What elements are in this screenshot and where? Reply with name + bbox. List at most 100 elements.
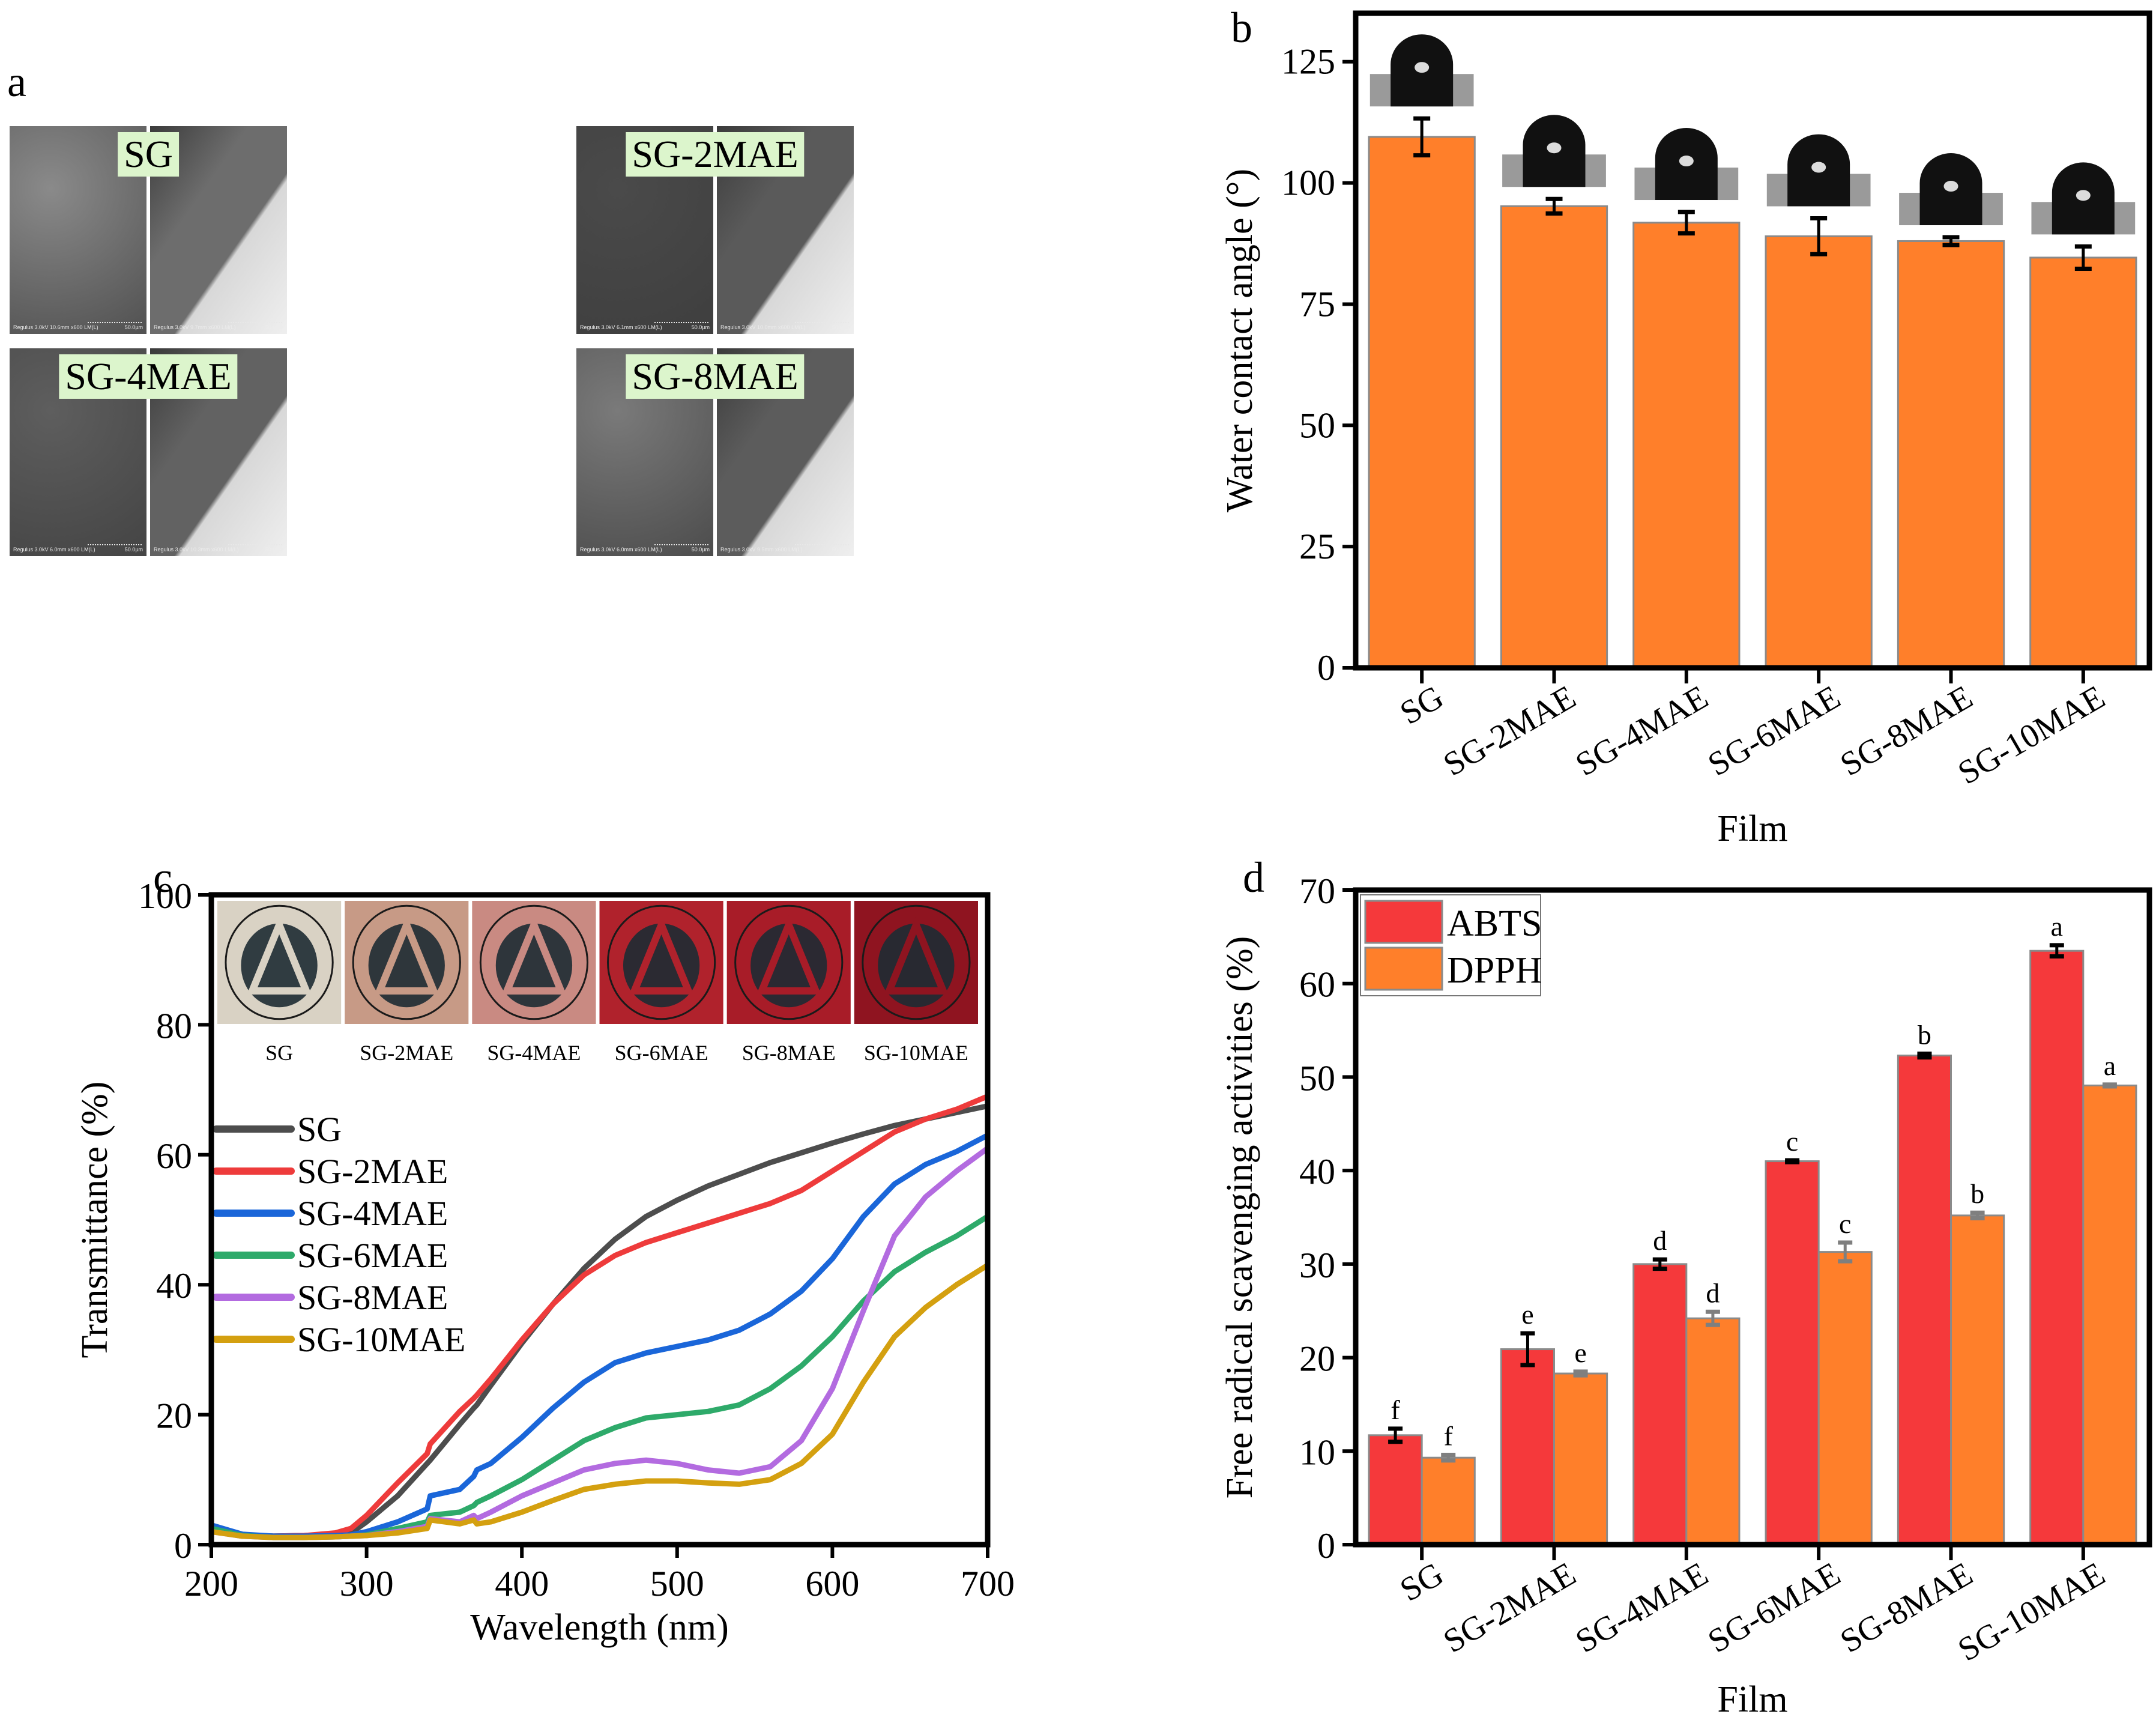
- sem-caption: Regulus 3.0kV 6.1mm x600 LM(L) 50.0µm: [580, 324, 710, 330]
- significance-letter: d: [1653, 1225, 1667, 1256]
- y-tick-label: 0: [174, 1526, 192, 1566]
- film-photo: [726, 901, 851, 1024]
- significance-letter: d: [1706, 1277, 1720, 1308]
- droplet-highlight: [1811, 162, 1826, 173]
- sem-instrument-text: Regulus 3.0kV 6.1mm x600 LM(L): [580, 324, 662, 330]
- film-photo: [599, 901, 723, 1024]
- panel-d-letter: d: [1243, 853, 1264, 901]
- sem-instrument-text: Regulus 3.0kV 9.7mm x600 LM(L): [154, 324, 236, 330]
- sem-scale-text: 50.0µm: [691, 324, 710, 330]
- sem-instrument-text: Regulus 3.0kV 10.3mm x600 LM(L): [154, 547, 239, 553]
- sem-instrument-text: Regulus 3.0kV 10.0mm x600 LM(L): [720, 324, 806, 330]
- y-tick-label: 0: [1317, 648, 1335, 688]
- x-tick-label: SG-10MAE: [1952, 1555, 2111, 1669]
- y-axis-title: Transmittance (%): [74, 1082, 115, 1358]
- x-tick-label: SG: [1394, 1555, 1450, 1609]
- sem-scale-bar: [654, 322, 708, 323]
- bar: [2029, 256, 2137, 669]
- significance-letter: c: [1786, 1126, 1798, 1157]
- sem-scale-text: 50.0µm: [124, 324, 143, 330]
- bar-dpph: [1685, 1317, 1741, 1546]
- sem-scale-bar: [88, 544, 142, 545]
- sem-caption: Regulus 3.0kV 9.5mm x600 LM(L) 50.0µm: [720, 547, 850, 553]
- y-tick-label: 60: [156, 1136, 192, 1176]
- film-photo: [854, 901, 978, 1024]
- x-tick-label: SG-2MAE: [1437, 679, 1582, 784]
- logo-triangle: [883, 915, 949, 995]
- sem-scale-text: 50.0µm: [265, 547, 283, 553]
- sem-tile: Regulus 3.0kV 6.0mm x600 LM(L) 50.0µm Regu…: [576, 348, 854, 556]
- y-tick-label: 75: [1299, 284, 1335, 324]
- chart-c-transmittance: cSG SG-2MAE SG-4MAE SG-6MAE SG-8MAE SG-10MAES…: [74, 853, 1015, 1648]
- bar-abts: [1897, 1055, 1952, 1546]
- sem-caption: Regulus 3.0kV 10.0mm x600 LM(L) 50.0µm: [720, 324, 850, 330]
- significance-letter: a: [2051, 911, 2063, 942]
- x-tick-label: 600: [805, 1564, 859, 1603]
- legend-swatch: [1364, 946, 1443, 991]
- x-tick-label: SG-6MAE: [1702, 679, 1846, 784]
- x-tick-label: SG-4MAE: [1569, 1555, 1714, 1661]
- significance-letter: f: [1444, 1421, 1454, 1452]
- legend-label: DPPH: [1447, 950, 1542, 991]
- x-tick-label: 500: [650, 1564, 704, 1603]
- x-tick-label: 200: [184, 1564, 238, 1603]
- legend-label: ABTS: [1447, 903, 1542, 944]
- sem-tile: Regulus 3.0kV 6.0mm x600 LM(L) 50.0µm Regu…: [10, 348, 287, 556]
- film-photo: [217, 901, 342, 1024]
- bar-dpph: [1817, 1251, 1873, 1546]
- sem-caption: Regulus 3.0kV 6.0mm x600 LM(L) 50.0µm: [13, 547, 143, 553]
- chart-b-water-contact-angle: bSGSG-2MAESG-4MAESG-6MAESG-8MAESG-10MAE0…: [1219, 4, 2152, 849]
- sem-tile: Regulus 3.0kV 10.6mm x600 LM(L) 50.0µm Reg…: [10, 126, 287, 334]
- sem-scale-bar: [88, 322, 142, 323]
- x-tick-label: SG-10MAE: [1952, 679, 2111, 792]
- legend-label: SG-4MAE: [297, 1194, 448, 1233]
- sem-scale-bar: [654, 544, 708, 545]
- sem-tile: Regulus 3.0kV 6.1mm x600 LM(L) 50.0µm Regu…: [576, 126, 854, 334]
- legend-label: SG-6MAE: [297, 1236, 448, 1275]
- bar: [1765, 235, 1873, 669]
- sem-caption: Regulus 3.0kV 10.6mm x600 LM(L) 50.0µm: [13, 324, 143, 330]
- logo-triangle: [374, 915, 439, 995]
- y-tick-label: 30: [1299, 1246, 1335, 1285]
- sem-sample-label: SG-4MAE: [59, 354, 238, 399]
- significance-letter: a: [2104, 1050, 2116, 1081]
- x-tick-label: 400: [495, 1564, 549, 1603]
- logo-triangle: [756, 915, 821, 995]
- y-tick-label: 0: [1317, 1526, 1335, 1566]
- logo-triangle: [629, 915, 694, 995]
- droplet-highlight: [1415, 62, 1430, 73]
- y-tick-label: 40: [1299, 1152, 1335, 1192]
- sem-scale-text: 50.0µm: [124, 547, 143, 553]
- sem-scale-bar: [795, 322, 849, 323]
- logo-ring: [606, 904, 716, 1020]
- bar-dpph: [1950, 1214, 2005, 1546]
- y-tick-label: 60: [1299, 965, 1335, 1005]
- droplet-image: [1634, 128, 1739, 201]
- logo-triangle: [501, 915, 567, 995]
- sem-caption: Regulus 3.0kV 6.0mm x600 LM(L) 50.0µm: [580, 547, 710, 553]
- y-tick-label: 125: [1281, 42, 1335, 82]
- logo-emblem: [495, 923, 573, 1008]
- sem-scale-text: 50.0µm: [691, 547, 710, 553]
- sem-sample-label: SG: [118, 132, 179, 177]
- sem-caption: Regulus 3.0kV 10.3mm x600 LM(L) 50.0µm: [154, 547, 283, 553]
- film-photo-label: SG: [265, 1041, 293, 1065]
- sem-instrument-text: Regulus 3.0kV 10.6mm x600 LM(L): [13, 324, 98, 330]
- droplet-image: [1369, 34, 1474, 107]
- significance-letter: f: [1391, 1394, 1400, 1425]
- bar-abts: [1765, 1160, 1820, 1546]
- x-axis-title: Wavelength (nm): [470, 1607, 729, 1648]
- logo-emblem: [750, 923, 827, 1008]
- bar: [1500, 205, 1608, 669]
- droplet-highlight: [1943, 181, 1958, 192]
- droplet-image: [1766, 134, 1871, 207]
- bar-abts: [1368, 1434, 1423, 1546]
- y-tick-label: 20: [1299, 1339, 1335, 1379]
- y-tick-label: 10: [1299, 1432, 1335, 1472]
- series-line-sg-2mae: [211, 1094, 989, 1539]
- logo-emblem: [368, 923, 445, 1008]
- sem-sample-label: SG-2MAE: [626, 132, 805, 177]
- droplet-highlight: [1679, 156, 1694, 167]
- bar-dpph: [2082, 1084, 2137, 1546]
- bar: [1897, 240, 2005, 669]
